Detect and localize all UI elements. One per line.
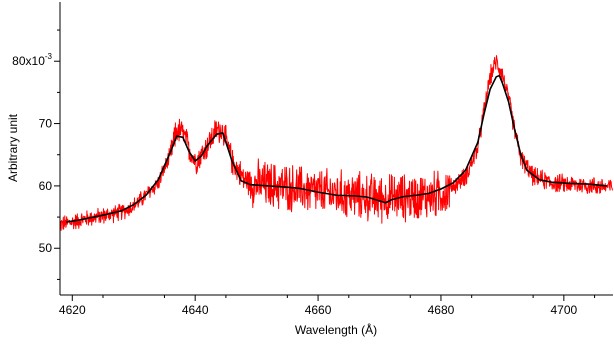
y-tick-label-base: 80x10	[12, 54, 45, 68]
observed-spectrum-line	[60, 55, 613, 231]
y-tick-label-base: 60	[39, 179, 53, 193]
x-axis-title: Wavelength (Å)	[295, 322, 377, 337]
y-tick-label-base: 50	[39, 241, 53, 255]
y-tick-label: 70	[39, 117, 53, 131]
x-tick-label: 4660	[305, 303, 332, 317]
series-layer	[60, 55, 613, 231]
y-tick-label: 60	[39, 179, 53, 193]
x-tick-label: 4680	[428, 303, 455, 317]
x-tick-label: 4640	[182, 303, 209, 317]
x-tick-label: 4700	[550, 303, 577, 317]
y-axis-title: Arbitrary unit	[6, 113, 20, 182]
y-tick-label: 50	[39, 241, 53, 255]
x-tick-label: 4620	[59, 303, 86, 317]
y-tick-label: 80x10-3	[12, 52, 52, 68]
y-tick-label-superscript: -3	[45, 52, 53, 61]
smoothed-fit-line	[66, 74, 607, 223]
y-tick-label-base: 70	[39, 117, 53, 131]
axes-layer: 4620 4640 4660 4680 4700 50 60 70 80x10-3	[12, 2, 613, 317]
